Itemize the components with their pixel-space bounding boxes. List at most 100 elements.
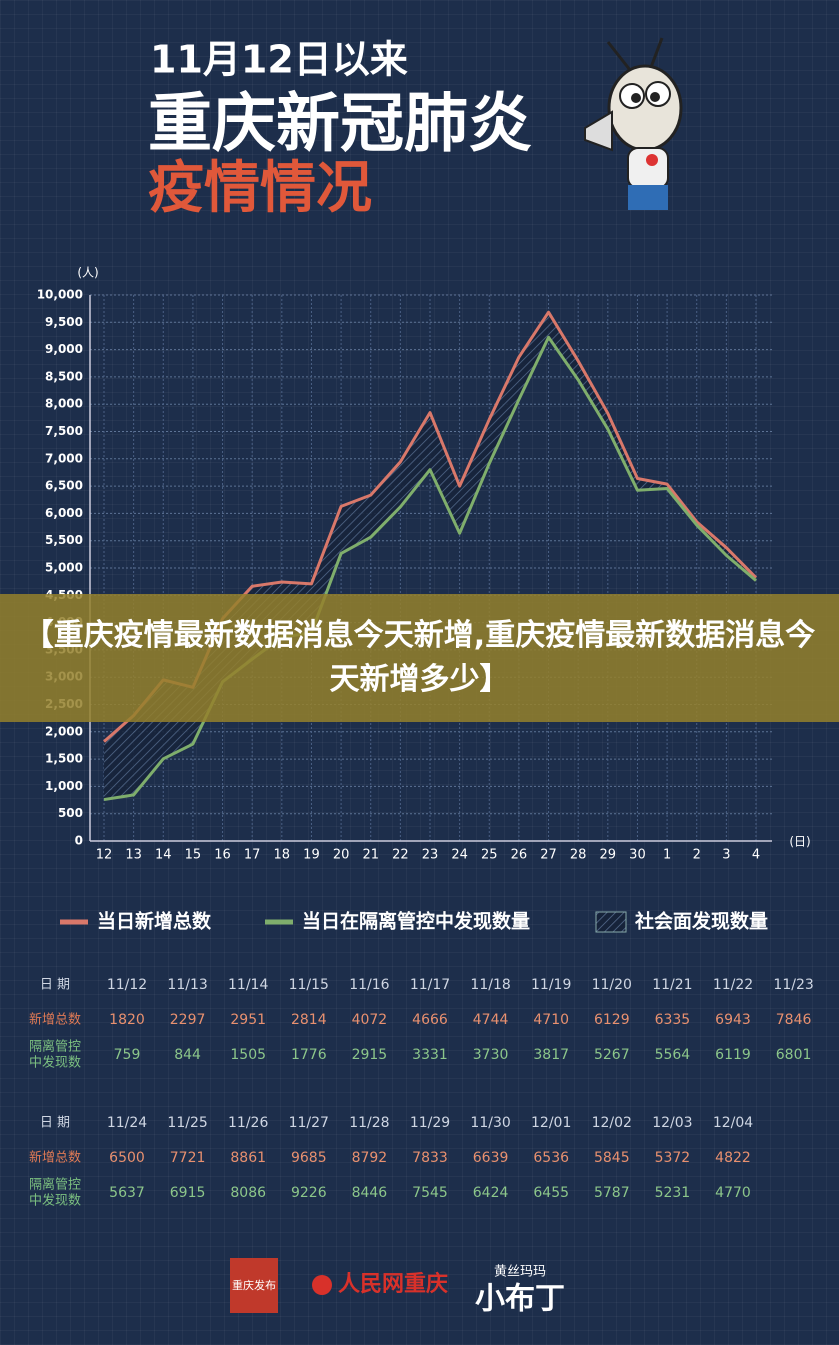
cell-value: 6639 [473,1150,509,1166]
cell-value: 6424 [473,1185,509,1201]
date-line: 11月12日以来 [150,38,408,82]
date: 11/29 [410,1115,450,1131]
x-tick-label: 22 [392,848,409,863]
cell-value: 4744 [473,1012,509,1028]
row-label: 日 期 [40,1116,70,1131]
x-tick-label: 15 [185,848,202,863]
date: 12/03 [652,1115,692,1131]
subtitle: 疫情情况 [148,156,372,221]
x-tick-label: 12 [96,848,113,863]
date: 11/22 [713,977,753,993]
y-tick-label: 8,500 [45,369,83,383]
cell-value: 6536 [533,1150,569,1166]
date: 11/12 [107,977,147,993]
cell-value: 5564 [655,1047,691,1063]
y-tick-label: 1,500 [45,752,83,766]
cell-value: 6129 [594,1012,630,1028]
row-label: 新增总数 [29,1012,81,1028]
cell-value: 5787 [594,1185,630,1201]
cell-value: 6915 [170,1185,206,1201]
y-tick-label: 2,000 [45,724,83,738]
date: 12/02 [592,1115,632,1131]
cell-value: 1820 [109,1012,145,1028]
cell-value: 6801 [776,1047,812,1063]
y-tick-label: 5,500 [45,533,83,547]
cell-value: 5637 [109,1185,145,1201]
date: 11/27 [289,1115,329,1131]
cell-value: 5845 [594,1150,630,1166]
date: 11/17 [410,977,450,993]
cell-value: 4666 [412,1012,448,1028]
x-tick-label: 19 [303,848,320,863]
row-label: 中发现数 [29,1055,81,1071]
y-tick-label: 8,000 [45,397,83,411]
y-tick-label: 9,000 [45,342,83,356]
cell-value: 5267 [594,1047,630,1063]
cell-value: 6335 [655,1012,691,1028]
x-tick-label: 20 [333,848,350,863]
date: 11/25 [167,1115,207,1131]
cell-value: 9226 [291,1185,327,1201]
cell-value: 4072 [352,1012,388,1028]
date: 11/18 [470,977,510,993]
cell-value: 8446 [352,1185,388,1201]
cell-value: 2915 [352,1047,388,1063]
legend-label: 当日新增总数 [97,910,212,933]
date: 11/21 [652,977,692,993]
cell-value: 7846 [776,1012,812,1028]
x-tick-label: 4 [752,848,760,863]
y-tick-label: 0 [75,834,83,848]
x-tick-label: 30 [629,848,646,863]
row-label: 新增总数 [29,1150,81,1166]
x-tick-label: 2 [693,848,701,863]
cell-value: 9685 [291,1150,327,1166]
cell-value: 759 [114,1047,141,1063]
x-tick-label: 18 [274,848,291,863]
legend-label: 当日在隔离管控中发现数量 [302,910,530,933]
logo: 重庆发布 [232,1278,276,1292]
date: 12/04 [713,1115,753,1131]
cell-value: 1776 [291,1047,327,1063]
legend-label: 社会面发现数量 [634,910,768,933]
chart: (人)(日)05001,0001,5002,0002,5003,0003,500… [37,266,811,933]
logo: 人民网 [338,1272,404,1297]
cell-value: 4822 [715,1150,751,1166]
x-tick-label: 25 [481,848,498,863]
row-label: 日 期 [40,978,70,993]
cell-value: 6119 [715,1047,751,1063]
x-tick-label: 28 [570,848,587,863]
cell-value: 5231 [655,1185,691,1201]
x-tick-label: 17 [244,848,261,863]
cell-value: 6500 [109,1150,145,1166]
x-tick-label: 13 [125,848,142,863]
x-tick-label: 24 [451,848,468,863]
x-tick-label: 21 [362,848,379,863]
y-tick-label: 6,500 [45,479,83,493]
date: 11/19 [531,977,571,993]
logo-seal [230,1258,278,1313]
table: 日 期新增总数隔离管控中发现数11/12182075911/1322978441… [29,977,814,1209]
y-tick-label: 5,000 [45,561,83,575]
title: 重庆新冠肺炎 [148,88,532,162]
y-tick-label: 9,500 [45,315,83,329]
date: 11/28 [349,1115,389,1131]
date: 12/01 [531,1115,571,1131]
cell-value: 8861 [230,1150,266,1166]
row-label: 隔离管控 [29,1177,81,1193]
mascot [584,37,683,210]
cell-value: 2951 [230,1012,266,1028]
date: 11/30 [470,1115,510,1131]
cell-value: 4710 [533,1012,569,1028]
cell-value: 7545 [412,1185,448,1201]
x-tick-label: 27 [540,848,557,863]
cell-value: 7833 [412,1150,448,1166]
date: 11/23 [773,977,813,993]
cell-value: 5372 [655,1150,691,1166]
date: 11/13 [167,977,207,993]
y-tick-label: 7,500 [45,424,83,438]
legend-swatch [595,911,627,933]
cell-value: 6943 [715,1012,751,1028]
cell-value: 7721 [170,1150,206,1166]
footer: 重庆发布 人民网 重庆 黄丝玛玛 小布丁 [230,1258,565,1317]
y-tick-label: 1,000 [45,779,83,793]
